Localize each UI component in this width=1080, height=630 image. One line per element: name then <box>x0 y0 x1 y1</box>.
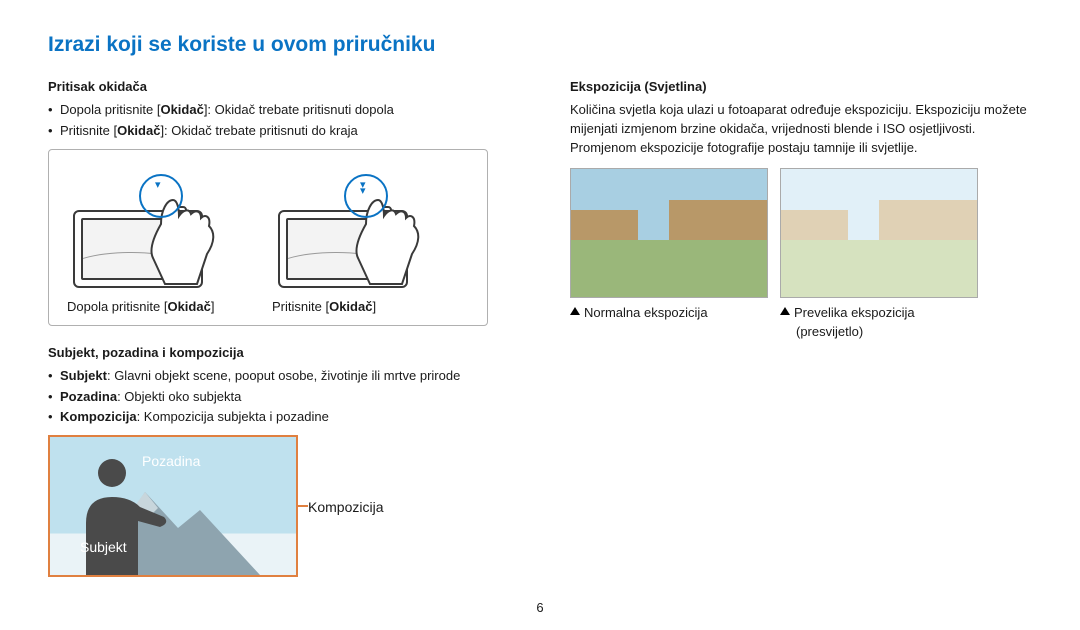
shutter-half-graphic: ▾ <box>67 162 242 292</box>
exposure-heading: Ekspozicija (Svjetlina) <box>570 78 1032 97</box>
composition-bullet-3: Kompozicija: Kompozicija subjekta i poza… <box>48 408 510 427</box>
caption-normal: Normalna ekspozicija <box>570 304 768 323</box>
shutter-heading: Pritisak okidača <box>48 78 510 97</box>
shutter-half-press: ▾ Dopola pritisnite [Okidač] <box>67 162 242 317</box>
chevron-down-icon: ▾ <box>360 186 366 197</box>
left-column: Pritisak okidača Dopola pritisnite [Okid… <box>48 78 510 577</box>
right-column: Ekspozicija (Svjetlina) Količina svjetla… <box>570 78 1032 577</box>
caption-over: Prevelika ekspozicija (presvijetlo) <box>780 304 978 342</box>
composition-bullets: Subjekt: Glavni objekt scene, pooput oso… <box>48 367 510 428</box>
exposure-body: Količina svjetla koja ulazi u fotoaparat… <box>570 101 1032 158</box>
shutter-full-caption: Pritisnite [Okidač] <box>272 298 447 317</box>
highlight-ring-icon <box>139 174 183 218</box>
composition-heading: Subjekt, pozadina i kompozicija <box>48 344 510 363</box>
shutter-diagram-box: ▾ Dopola pritisnite [Okidač] ▾ <box>48 149 488 326</box>
exposure-normal: Normalna ekspozicija <box>570 168 768 342</box>
connector-line <box>298 505 308 507</box>
exposure-photo-row: Normalna ekspozicija Prevelika ekspozici… <box>570 168 1032 342</box>
shutter-full-press: ▾ ▾ Pritisnite [Okidač] <box>272 162 447 317</box>
composition-bullet-2: Pozadina: Objekti oko subjekta <box>48 388 510 407</box>
two-column-layout: Pritisak okidača Dopola pritisnite [Okid… <box>48 78 1032 577</box>
person-silhouette-icon <box>68 457 178 575</box>
shutter-bullet-2: Pritisnite [Okidač]: Okidač trebate prit… <box>48 122 510 141</box>
exposure-over: Prevelika ekspozicija (presvijetlo) <box>780 168 978 342</box>
label-pozadina: Pozadina <box>142 451 200 471</box>
composition-bullet-1: Subjekt: Glavni objekt scene, pooput oso… <box>48 367 510 386</box>
label-subjekt: Subjekt <box>80 537 127 557</box>
triangle-up-icon <box>570 307 580 315</box>
highlight-ring-icon <box>344 174 388 218</box>
page-title: Izrazi koji se koriste u ovom priručniku <box>48 30 1032 60</box>
shutter-half-caption: Dopola pritisnite [Okidač] <box>67 298 242 317</box>
label-kompozicija: Kompozicija <box>308 497 383 517</box>
shutter-bullets: Dopola pritisnite [Okidač]: Okidač treba… <box>48 101 510 141</box>
shutter-bullet-1: Dopola pritisnite [Okidač]: Okidač treba… <box>48 101 510 120</box>
composition-diagram: Pozadina Subjekt <box>48 435 298 577</box>
photo-over-exposure <box>780 168 978 298</box>
photo-normal-exposure <box>570 168 768 298</box>
triangle-up-icon <box>780 307 790 315</box>
chevron-down-icon: ▾ <box>155 180 161 191</box>
shutter-full-graphic: ▾ ▾ <box>272 162 447 292</box>
page-number: 6 <box>48 599 1032 618</box>
